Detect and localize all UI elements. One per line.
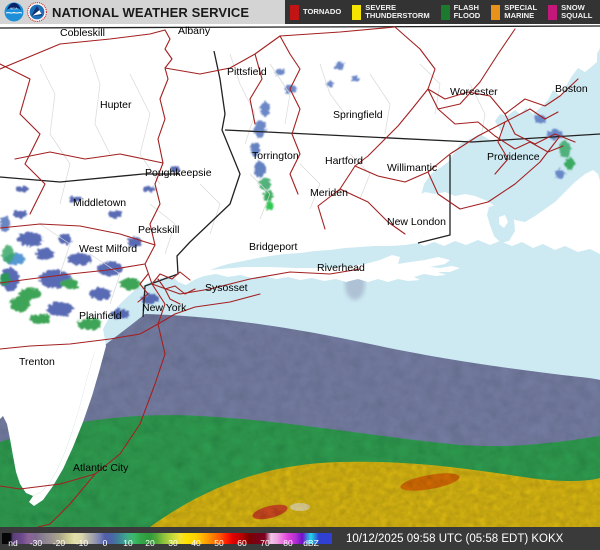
svg-text:Sysosset: Sysosset [205,282,248,294]
svg-text:Albany: Albany [178,25,211,37]
svg-text:Riverhead: Riverhead [317,262,365,274]
svg-text:Hupter: Hupter [100,99,132,111]
svg-text:Plainfield: Plainfield [79,310,122,322]
svg-text:Atlantic City: Atlantic City [73,462,129,474]
svg-text:Torrington: Torrington [252,150,299,162]
svg-text:Trenton: Trenton [19,356,55,368]
svg-text:Willimantic: Willimantic [387,162,437,174]
svg-text:Bridgeport: Bridgeport [249,241,298,253]
svg-text:Worcester: Worcester [450,86,498,98]
svg-text:Poughkeepsie: Poughkeepsie [145,167,212,179]
svg-text:Cobleskill: Cobleskill [60,27,105,39]
svg-text:New York: New York [142,302,187,314]
svg-text:Peekskill: Peekskill [138,224,179,236]
svg-text:Meriden: Meriden [310,187,348,199]
svg-text:NOAA: NOAA [11,8,18,11]
svg-text:West Milford: West Milford [79,243,137,255]
svg-text:Hartford: Hartford [325,155,363,167]
svg-text:Providence: Providence [487,151,540,163]
svg-text:Middletown: Middletown [73,197,126,209]
svg-text:Springfield: Springfield [333,109,383,121]
svg-text:Pittsfield: Pittsfield [227,66,267,78]
svg-text:New London: New London [387,216,446,228]
svg-text:Boston: Boston [555,83,588,95]
